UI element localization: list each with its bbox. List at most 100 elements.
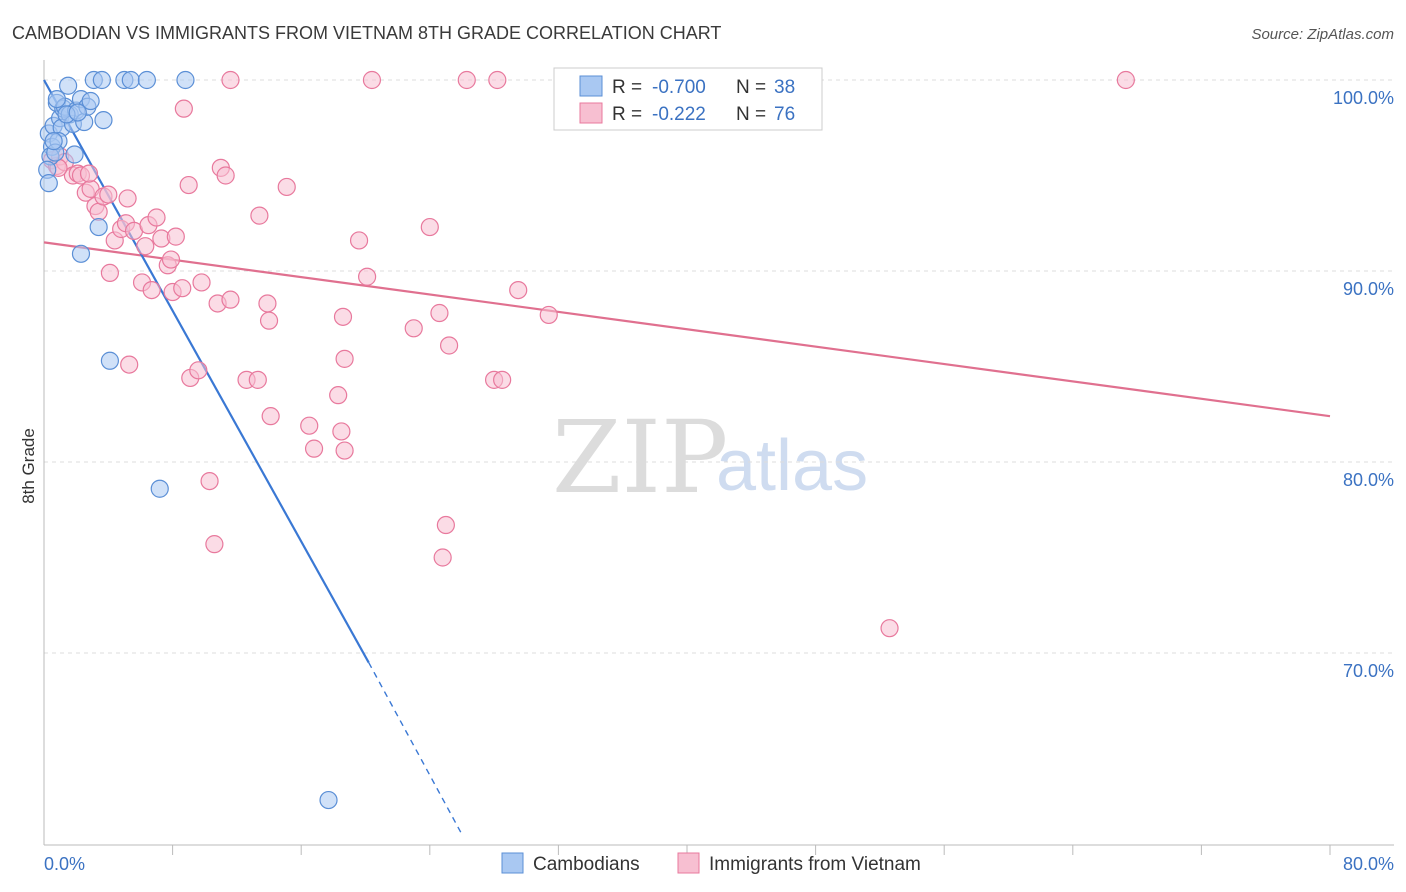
stats-legend: R = -0.700 N = 38 R = -0.222 N = 76 xyxy=(553,67,823,131)
vietnam-point xyxy=(173,279,192,298)
cambodians-point xyxy=(68,103,87,122)
series-legend: Cambodians Immigrants from Vietnam xyxy=(501,852,921,875)
y-axis-ticks: 100.0% 90.0% 80.0% 70.0% xyxy=(1333,88,1394,681)
vietnam-point xyxy=(436,515,455,535)
vietnam-point xyxy=(300,416,319,435)
vietnam-point xyxy=(192,273,211,292)
vietnam-point xyxy=(221,290,240,309)
y-axis-label: 8th Grade xyxy=(19,428,38,504)
cambodians-point xyxy=(47,89,66,109)
x-axis-ticks: 0.0% 80.0% xyxy=(44,845,1394,874)
vietnam-point xyxy=(147,208,166,227)
bottom-legend-swatch-vietnam xyxy=(677,852,700,874)
watermark-atlas: atlas xyxy=(716,426,868,506)
vietnam-point xyxy=(1116,70,1135,90)
series-cambodians-points xyxy=(38,70,338,810)
vietnam-point xyxy=(200,472,219,491)
vietnam-point xyxy=(89,202,108,221)
vietnam-point xyxy=(248,370,267,389)
vietnam-point xyxy=(174,99,193,118)
legend-n-value-vietnam: 76 xyxy=(774,104,795,125)
cambodians-point xyxy=(39,174,58,193)
legend-r-label-vietnam: R = xyxy=(612,104,642,125)
vietnam-point xyxy=(329,386,348,405)
cambodians-point xyxy=(176,70,195,90)
legend-r-value-cambodians: -0.700 xyxy=(652,77,706,98)
vietnam-point xyxy=(493,370,512,389)
vietnam-point xyxy=(277,177,296,197)
vietnam-point xyxy=(880,619,899,638)
vietnam-point xyxy=(161,250,181,269)
vietnam-point xyxy=(358,267,377,286)
vietnam-point xyxy=(539,305,558,325)
vietnam-point xyxy=(259,311,279,330)
legend-n-label-cambodians: N = xyxy=(736,77,766,98)
vietnam-point xyxy=(166,227,185,246)
cambodians-point xyxy=(121,70,140,90)
vietnam-point xyxy=(439,336,459,355)
vietnam-point xyxy=(457,70,476,90)
vietnam-point xyxy=(118,189,137,208)
y-tick-label: 90.0% xyxy=(1343,279,1394,299)
vietnam-point xyxy=(79,164,99,183)
vietnam-point xyxy=(404,319,423,338)
vietnam-point xyxy=(189,361,208,380)
y-tick-label: 70.0% xyxy=(1343,661,1394,681)
cambodians-point xyxy=(92,70,111,90)
vietnam-point xyxy=(250,206,269,225)
cambodians-point xyxy=(100,351,120,370)
vietnam-point xyxy=(261,407,280,426)
vietnam-point xyxy=(221,70,240,90)
cambodians-point xyxy=(150,479,169,498)
bottom-legend-label-vietnam: Immigrants from Vietnam xyxy=(709,854,921,875)
cambodians-point xyxy=(319,790,338,810)
vietnam-point xyxy=(488,70,507,90)
vietnam-point xyxy=(420,217,439,237)
legend-swatch-vietnam xyxy=(579,102,603,124)
vietnam-point xyxy=(335,441,354,460)
cambodians-point xyxy=(71,244,91,263)
legend-n-value-cambodians: 38 xyxy=(774,77,795,98)
gridlines xyxy=(44,79,1394,654)
vietnam-point xyxy=(100,263,120,283)
bottom-legend-label-cambodians: Cambodians xyxy=(533,854,640,875)
legend-r-label-cambodians: R = xyxy=(612,77,642,98)
y-tick-label: 100.0% xyxy=(1333,88,1394,108)
watermark-zip: ZIP xyxy=(552,399,728,516)
bottom-legend-swatch-cambodians xyxy=(501,852,524,874)
vietnam-point xyxy=(216,166,235,185)
vietnam-point xyxy=(335,349,354,368)
vietnam-point xyxy=(349,231,369,250)
x-tick-label: 80.0% xyxy=(1343,854,1394,874)
vietnam-point xyxy=(433,548,452,567)
cambodians-point xyxy=(81,91,100,111)
series-immigrants-from-vietnam-points xyxy=(42,70,1135,638)
vietnam-point xyxy=(332,422,351,441)
vietnam-point xyxy=(179,175,198,195)
watermark: ZIP atlas xyxy=(552,399,868,516)
cambodians-point xyxy=(94,111,113,130)
chart-title: CAMBODIAN VS IMMIGRANTS FROM VIETNAM 8TH… xyxy=(12,23,721,43)
legend-n-label-vietnam: N = xyxy=(736,104,766,125)
vietnam-point xyxy=(509,281,528,300)
vietnam-point xyxy=(258,294,277,313)
legend-swatch-cambodians xyxy=(579,75,603,97)
vietnam-point xyxy=(430,303,449,323)
cambodians-point xyxy=(44,132,63,151)
y-tick-label: 80.0% xyxy=(1343,470,1394,490)
cambodians-point xyxy=(59,76,78,95)
vietnam-point xyxy=(120,355,139,374)
vietnam-point xyxy=(333,307,353,326)
trend-line-cambodians-extrapolated xyxy=(368,662,463,835)
legend-r-value-vietnam: -0.222 xyxy=(652,104,706,125)
trend-line-vietnam xyxy=(43,241,1331,418)
vietnam-point xyxy=(362,70,382,90)
cambodians-point xyxy=(137,70,156,90)
vietnam-point xyxy=(99,185,118,204)
vietnam-point xyxy=(142,281,161,300)
vietnam-point xyxy=(304,439,324,458)
vietnam-point xyxy=(205,535,224,554)
cambodians-point xyxy=(89,217,108,237)
cambodians-point xyxy=(65,145,84,164)
